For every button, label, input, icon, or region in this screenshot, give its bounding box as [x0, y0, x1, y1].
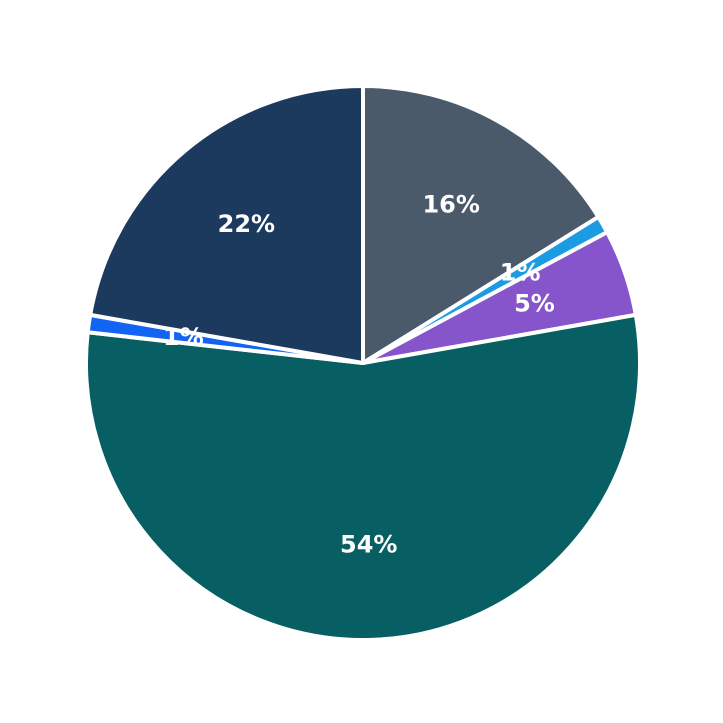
- pie-slice-label-navy: 22%: [218, 210, 275, 238]
- pie-slice-label-purple: 5%: [514, 290, 555, 318]
- pie-slice-navy: [88, 84, 365, 365]
- pie-slice-label-slate-gray: 16%: [422, 190, 479, 218]
- pie-slice-label-bright-blue: 1%: [163, 323, 204, 351]
- pie-slice-label-light-blue: 1%: [500, 258, 541, 286]
- pie-slice-slate-gray: [361, 84, 601, 365]
- pie-slice-label-dark-teal: 54%: [340, 530, 397, 558]
- pie-slice-dark-teal: [84, 312, 642, 643]
